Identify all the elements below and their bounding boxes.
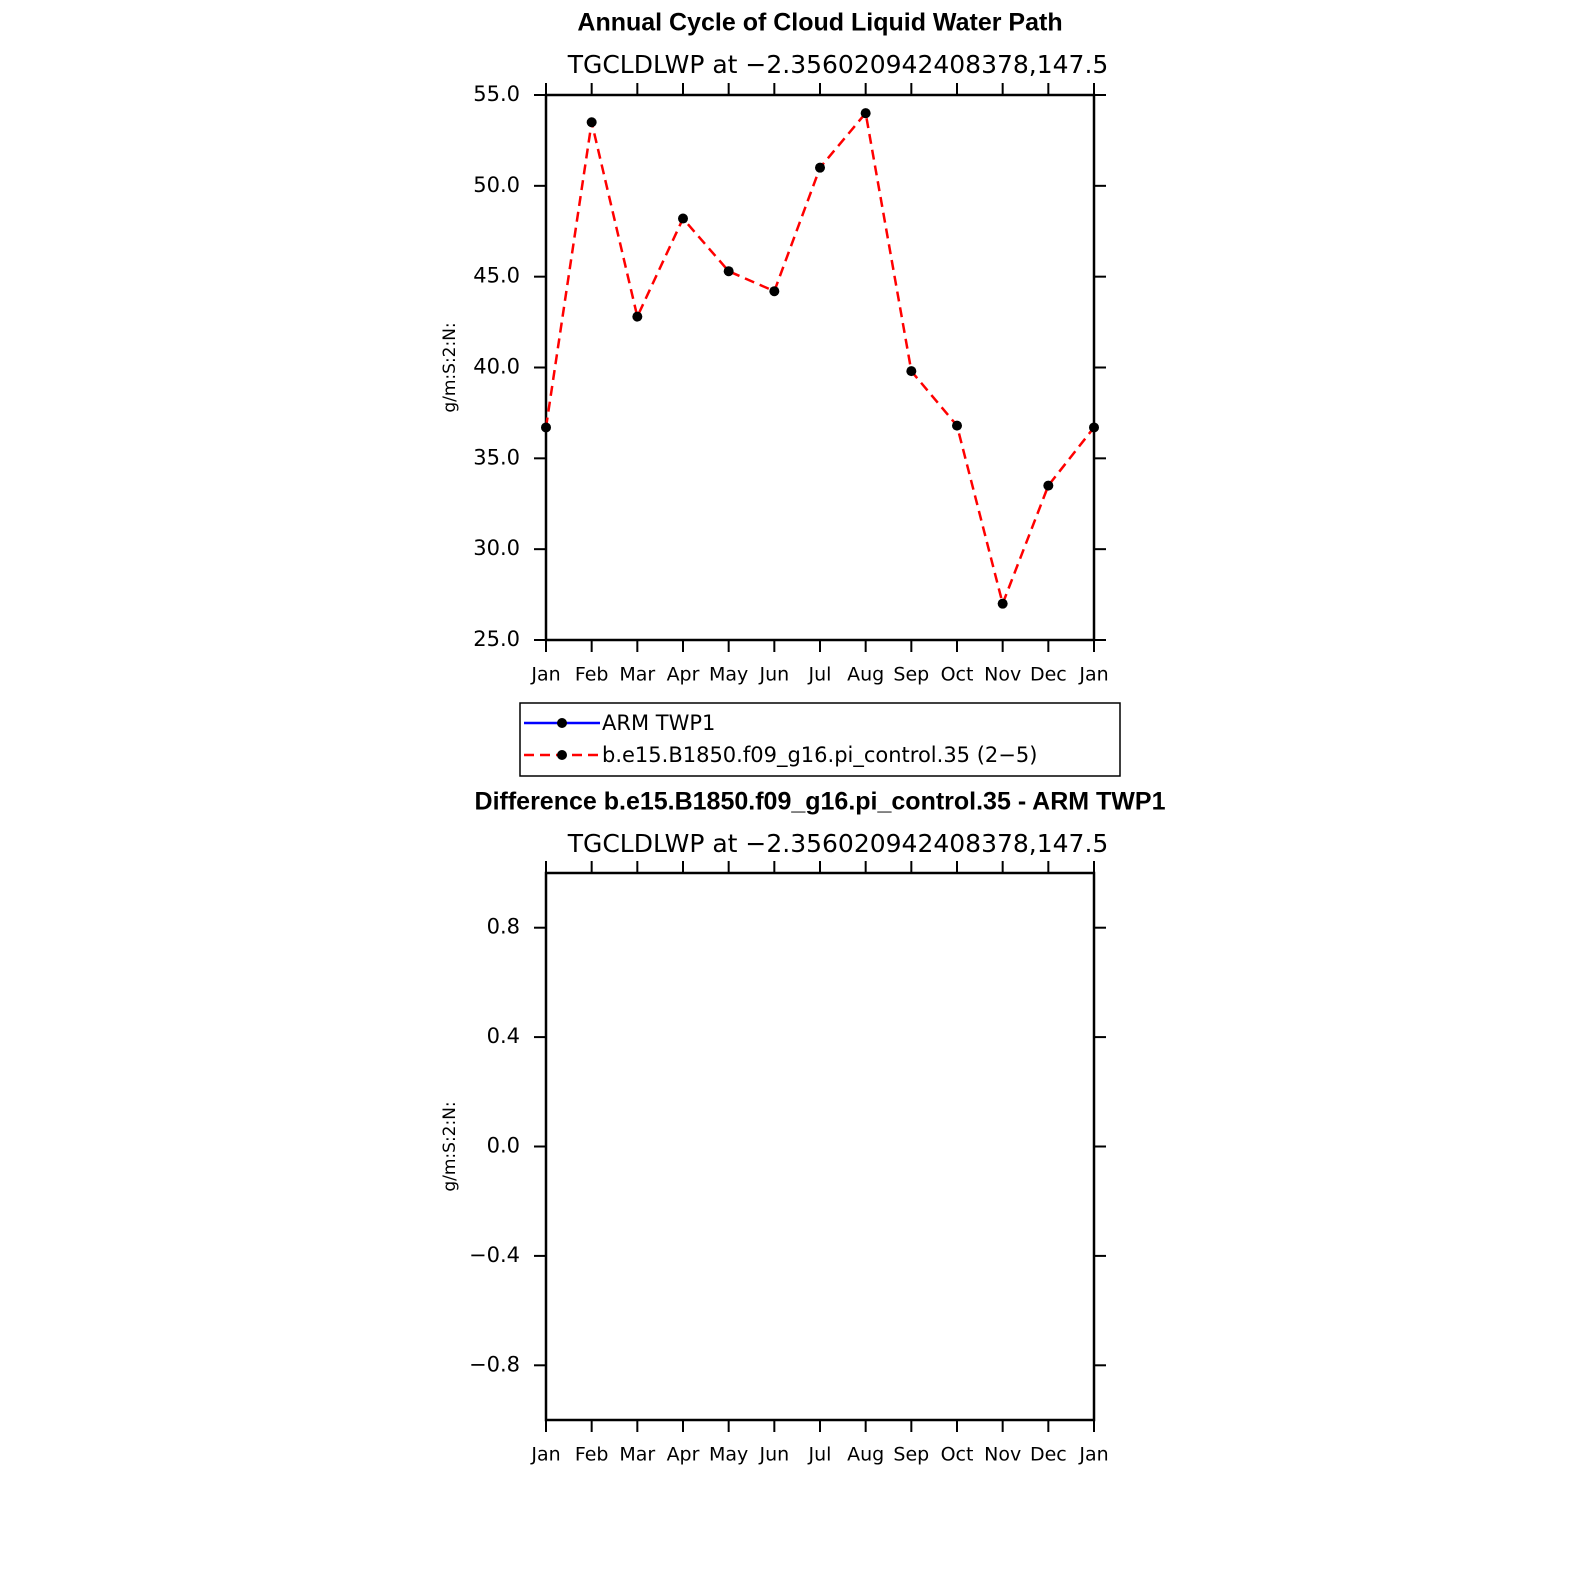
data-point: [1089, 422, 1099, 433]
plot-frame: [544, 871, 1096, 1422]
x-tick-label: Jul: [808, 1444, 832, 1466]
data-point: [586, 117, 597, 128]
chart-title: Difference b.e15.B1850.f09_g16.pi_contro…: [475, 788, 1166, 816]
y-axis-label: g/m:S:2:N:: [440, 322, 460, 412]
legend-box: [519, 702, 1121, 777]
x-tick-label: Oct: [941, 1444, 974, 1466]
x-tick-label: Mar: [619, 664, 655, 686]
x-tick-label: Dec: [1030, 664, 1067, 686]
y-tick-label: 55.0: [473, 82, 520, 106]
data-point: [860, 108, 871, 119]
chart-subtitle: TGCLDLWP at −2.356020942408378,147.5: [567, 50, 1109, 79]
y-tick-label: 35.0: [473, 445, 520, 469]
y-axis-label: g/m:S:2:N:: [440, 1101, 460, 1191]
x-tick-label: May: [709, 1444, 748, 1466]
x-tick-label: Nov: [984, 1444, 1021, 1466]
x-tick-label: Jan: [530, 1444, 560, 1466]
y-tick-label: 0.0: [487, 1134, 520, 1158]
y-tick-label: 45.0: [473, 264, 520, 288]
chart-title: Annual Cycle of Cloud Liquid Water Path: [577, 9, 1062, 37]
data-point: [815, 162, 825, 173]
series-line: [544, 110, 1095, 608]
y-tick-label: −0.8: [469, 1352, 520, 1376]
data-point: [997, 598, 1008, 609]
x-tick-label: Sep: [893, 1444, 929, 1466]
x-tick-label: May: [709, 664, 748, 686]
x-tick-label: Oct: [941, 664, 974, 686]
x-tick-label: Jun: [758, 1444, 789, 1466]
legend-marker: [557, 718, 567, 728]
x-tick-label: Jan: [530, 664, 560, 686]
y-tick-label: −0.4: [469, 1243, 520, 1267]
data-point: [632, 311, 643, 322]
data-point: [723, 266, 734, 277]
data-point: [769, 286, 780, 297]
x-tick-label: Feb: [575, 1444, 609, 1466]
legend-label: b.e15.B1850.f09_g16.pi_control.35 (2−5): [602, 743, 1037, 768]
x-tick-label: Sep: [893, 664, 929, 686]
x-tick-label: Jan: [1078, 1444, 1108, 1466]
plot-frame: [544, 93, 1096, 642]
y-tick-label: 25.0: [473, 627, 520, 651]
x-tick-label: Jan: [1078, 664, 1108, 686]
y-tick-label: 50.0: [473, 173, 520, 197]
y-tick-label: 40.0: [473, 355, 520, 379]
data-point: [678, 213, 688, 224]
y-tick-label: 0.4: [487, 1024, 520, 1048]
data-point: [541, 422, 551, 433]
x-tick-label: Apr: [667, 1444, 700, 1466]
data-point: [906, 366, 917, 377]
data-point: [952, 420, 962, 431]
x-tick-label: Apr: [667, 664, 700, 686]
y-tick-label: 0.8: [487, 915, 520, 939]
x-tick-label: Mar: [619, 1444, 655, 1466]
x-tick-label: Feb: [575, 664, 609, 686]
y-tick-label: 30.0: [473, 536, 520, 560]
legend-marker: [557, 750, 567, 760]
x-tick-label: Nov: [984, 664, 1021, 686]
x-tick-label: Jul: [808, 664, 832, 686]
legend-label: ARM TWP1: [602, 711, 715, 735]
data-point: [1043, 480, 1054, 491]
chart-subtitle: TGCLDLWP at −2.356020942408378,147.5: [567, 829, 1109, 858]
x-tick-label: Aug: [847, 1444, 884, 1466]
x-tick-label: Dec: [1030, 1444, 1067, 1466]
x-tick-label: Aug: [847, 664, 884, 686]
x-tick-label: Jun: [758, 664, 789, 686]
